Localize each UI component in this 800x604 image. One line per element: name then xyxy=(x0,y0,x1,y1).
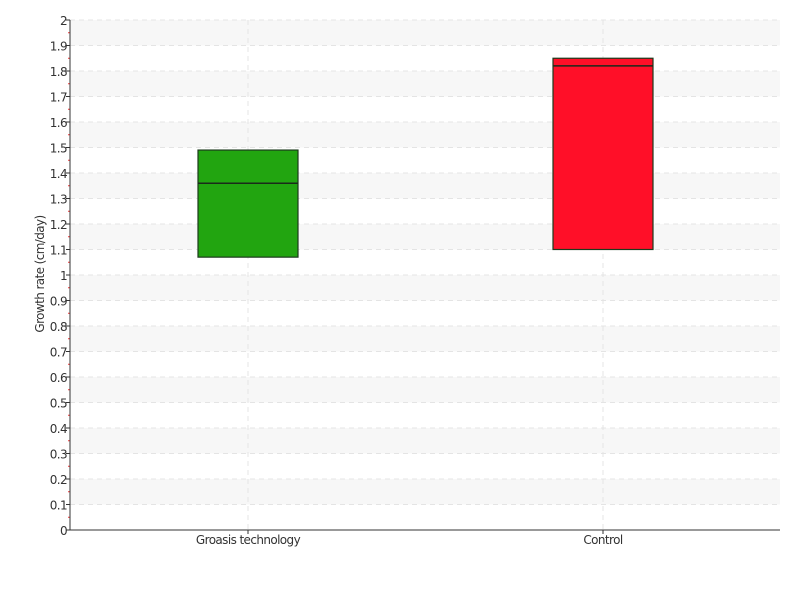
y-tick-label: 1.2 xyxy=(50,218,67,232)
y-tick-label: 1.3 xyxy=(50,193,67,207)
y-tick-label: 0.1 xyxy=(50,499,67,513)
grid-band xyxy=(70,71,780,97)
y-tick-label: 0.3 xyxy=(50,448,67,462)
y-tick-label: 0.9 xyxy=(50,295,67,309)
y-tick-label: 0.5 xyxy=(50,397,67,411)
y-tick-label: 1 xyxy=(60,269,67,283)
grid-band xyxy=(70,20,780,46)
box xyxy=(552,57,654,251)
y-tick-label: 0.2 xyxy=(50,473,67,487)
y-tick-label: 0.8 xyxy=(50,320,67,334)
grid-band xyxy=(70,224,780,250)
y-axis-label: Growth rate (cm/day) xyxy=(33,215,47,332)
grid-band xyxy=(70,479,780,505)
y-tick-label: 0.4 xyxy=(50,422,67,436)
grid-band xyxy=(70,173,780,199)
y-tick-label: 1.9 xyxy=(50,40,67,54)
x-tick-label: Control xyxy=(583,533,622,547)
x-tick-label: Groasis technology xyxy=(196,533,301,547)
y-tick-label: 1.5 xyxy=(50,142,67,156)
y-tick-label: 1.6 xyxy=(50,116,67,130)
grid-band xyxy=(70,377,780,403)
grid-band xyxy=(70,326,780,352)
grid-band xyxy=(70,275,780,301)
box xyxy=(197,149,299,258)
y-tick-label: 2 xyxy=(60,14,67,28)
y-tick-label: 1.4 xyxy=(50,167,67,181)
y-tick-label: 1.8 xyxy=(50,65,67,79)
y-tick-label: 0.7 xyxy=(50,346,67,360)
grid-band xyxy=(70,428,780,454)
y-tick-label: 0 xyxy=(60,524,67,538)
y-tick-label: 0.6 xyxy=(50,371,67,385)
y-tick-label: 1.7 xyxy=(50,91,67,105)
y-tick-label: 1.1 xyxy=(50,244,67,258)
grid-band xyxy=(70,122,780,148)
